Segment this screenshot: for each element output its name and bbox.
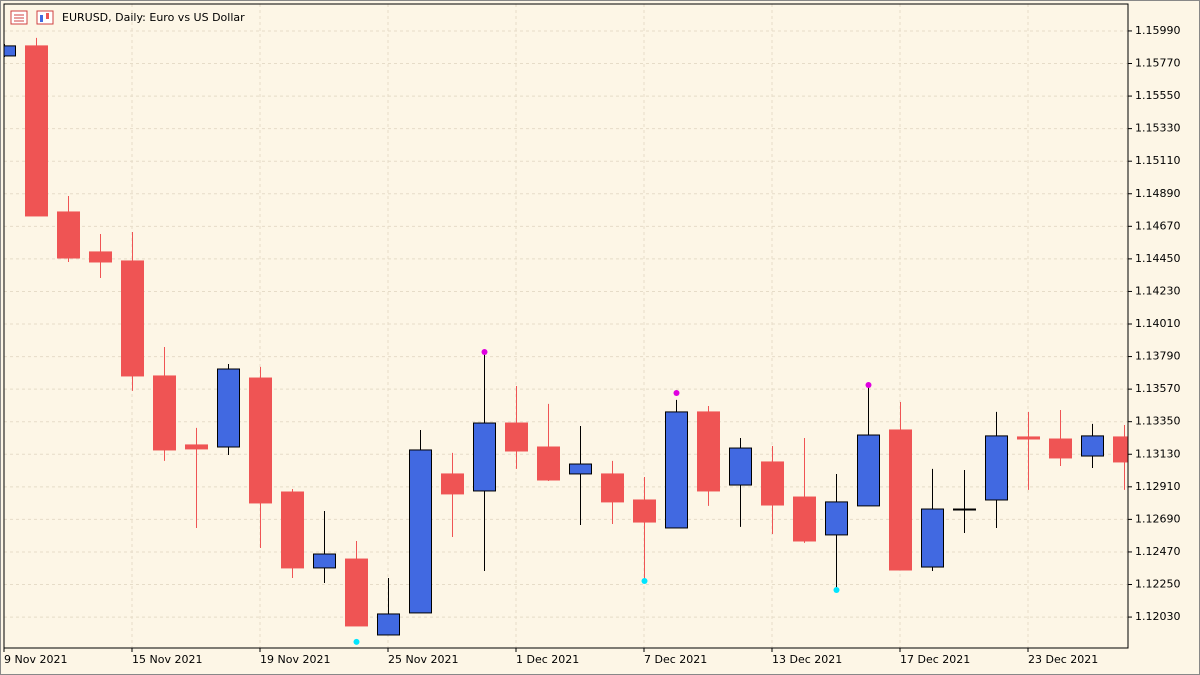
x-tick-label: 17 Dec 2021 [900, 653, 970, 666]
candle-body [217, 368, 240, 448]
candle-body [57, 211, 80, 259]
y-tick-label: 1.15110 [1135, 154, 1181, 167]
candle-body [953, 508, 976, 511]
candle-body [313, 553, 336, 569]
signal-marker [481, 348, 488, 355]
y-tick-label: 1.14670 [1135, 219, 1181, 232]
candle-body [921, 508, 944, 568]
x-tick-label: 23 Dec 2021 [1028, 653, 1098, 666]
candle-body [857, 434, 880, 507]
candle-body [569, 463, 592, 475]
y-tick-label: 1.12470 [1135, 545, 1181, 558]
candle-body [1049, 438, 1072, 459]
candle-body [889, 429, 912, 571]
candle-body [1113, 436, 1128, 463]
signal-marker [673, 389, 680, 396]
candle-body [185, 444, 208, 450]
candle-body [1017, 436, 1040, 440]
candle-body [153, 375, 176, 451]
candle-body [665, 411, 688, 529]
y-tick-label: 1.14450 [1135, 252, 1181, 265]
candle-body [441, 473, 464, 495]
y-tick-label: 1.12250 [1135, 578, 1181, 591]
y-tick-label: 1.12690 [1135, 512, 1181, 525]
candle-body [793, 496, 816, 542]
x-tick-label: 13 Dec 2021 [772, 653, 842, 666]
candle-body [985, 435, 1008, 501]
signal-marker [833, 586, 840, 593]
x-tick-label: 15 Nov 2021 [132, 653, 202, 666]
candle-body [729, 447, 752, 486]
x-tick-label: 19 Nov 2021 [260, 653, 330, 666]
signal-marker [865, 381, 872, 388]
plot-border [3, 3, 1129, 649]
signal-marker [641, 577, 648, 584]
y-tick-label: 1.14890 [1135, 187, 1181, 200]
y-tick-label: 1.14230 [1135, 284, 1181, 297]
y-tick-label: 1.13130 [1135, 447, 1181, 460]
y-tick-label: 1.14010 [1135, 317, 1181, 330]
candle-body [345, 558, 368, 627]
candle-body [761, 461, 784, 506]
window-icons [10, 10, 54, 25]
candle-body [409, 449, 432, 614]
x-tick-label: 25 Nov 2021 [388, 653, 458, 666]
y-tick-label: 1.12030 [1135, 610, 1181, 623]
candle-body [25, 45, 48, 217]
candle-body [377, 613, 400, 636]
plot-area [4, 37, 1128, 645]
candle-body [601, 473, 624, 503]
y-tick-label: 1.13350 [1135, 415, 1181, 428]
y-tick-label: 1.15770 [1135, 57, 1181, 70]
y-tick-label: 1.13570 [1135, 382, 1181, 395]
chart-title: EURUSD, Daily: Euro vs US Dollar [62, 11, 245, 24]
y-tick-label: 1.15550 [1135, 89, 1181, 102]
x-tick-label: 9 Nov 2021 [4, 653, 67, 666]
y-tick-label: 1.12910 [1135, 480, 1181, 493]
signal-marker [353, 638, 360, 645]
y-tick-label: 1.13790 [1135, 350, 1181, 363]
candle-body [473, 422, 496, 492]
x-tick-label: 7 Dec 2021 [644, 653, 707, 666]
candle-body [121, 260, 144, 377]
candle-body [89, 251, 112, 263]
candle-body [697, 411, 720, 492]
x-tick-label: 1 Dec 2021 [516, 653, 579, 666]
y-tick-label: 1.15330 [1135, 122, 1181, 135]
candle-body [249, 377, 272, 504]
candle-body [281, 491, 304, 569]
candle-body [537, 446, 560, 481]
candle-body [825, 501, 848, 536]
candle-body [633, 499, 656, 523]
candle-body [1081, 435, 1104, 457]
candle-body [505, 422, 528, 452]
y-tick-label: 1.15990 [1135, 24, 1181, 37]
